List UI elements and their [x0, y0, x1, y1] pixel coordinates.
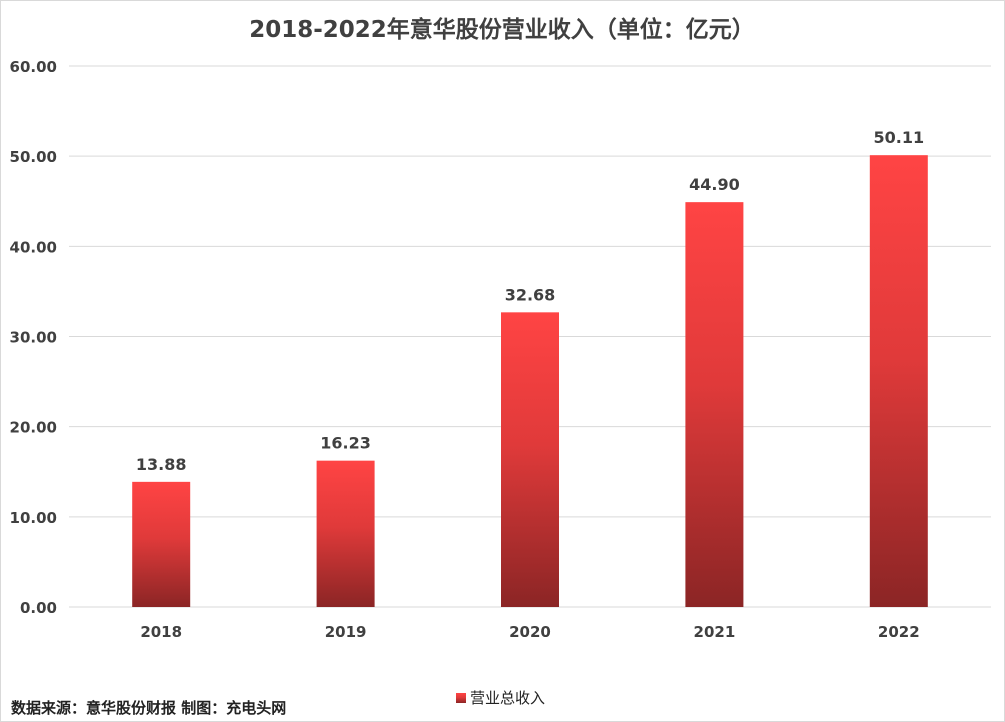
- legend[interactable]: 营业总收入: [456, 689, 545, 707]
- data-label-2021: 44.90: [689, 175, 740, 194]
- x-tick-label: 2018: [140, 623, 182, 641]
- y-tick-label: 40.00: [10, 238, 57, 256]
- y-tick-label: 10.00: [10, 509, 57, 527]
- bar-2022[interactable]: [869, 155, 928, 607]
- bar-2019[interactable]: [316, 460, 375, 607]
- legend-swatch: [456, 693, 466, 703]
- y-tick-label: 60.00: [10, 58, 57, 76]
- x-tick-label: 2021: [694, 623, 736, 641]
- bar-2021[interactable]: [685, 202, 744, 607]
- x-tick-label: 2022: [878, 623, 920, 641]
- y-tick-label: 30.00: [10, 329, 57, 347]
- data-labels: 13.88 16.23 32.68 44.90 50.11: [136, 128, 924, 474]
- data-label-2018: 13.88: [136, 455, 187, 474]
- y-tick-label: 50.00: [10, 148, 57, 166]
- x-axis-ticks: 2018 2019 2020 2021 2022: [140, 623, 919, 641]
- y-tick-label: 0.00: [20, 599, 57, 617]
- bar-2020[interactable]: [501, 312, 559, 607]
- data-label-2019: 16.23: [320, 434, 371, 453]
- chart-title: 2018-2022年意华股份营业收入（单位：亿元）: [249, 16, 755, 43]
- bar-2018[interactable]: [132, 481, 191, 607]
- x-tick-label: 2020: [509, 623, 551, 641]
- data-label-2022: 50.11: [873, 128, 924, 147]
- data-source-note: 数据来源：意华股份财报 制图：充电头网: [11, 699, 287, 717]
- y-tick-label: 20.00: [10, 419, 57, 437]
- data-label-2020: 32.68: [505, 285, 556, 304]
- y-axis-ticks: 0.00 10.00 20.00 30.00 40.00 50.00 60.00: [10, 58, 57, 617]
- x-tick-label: 2019: [325, 623, 367, 641]
- bars: [132, 155, 928, 607]
- legend-label: 营业总收入: [470, 689, 545, 707]
